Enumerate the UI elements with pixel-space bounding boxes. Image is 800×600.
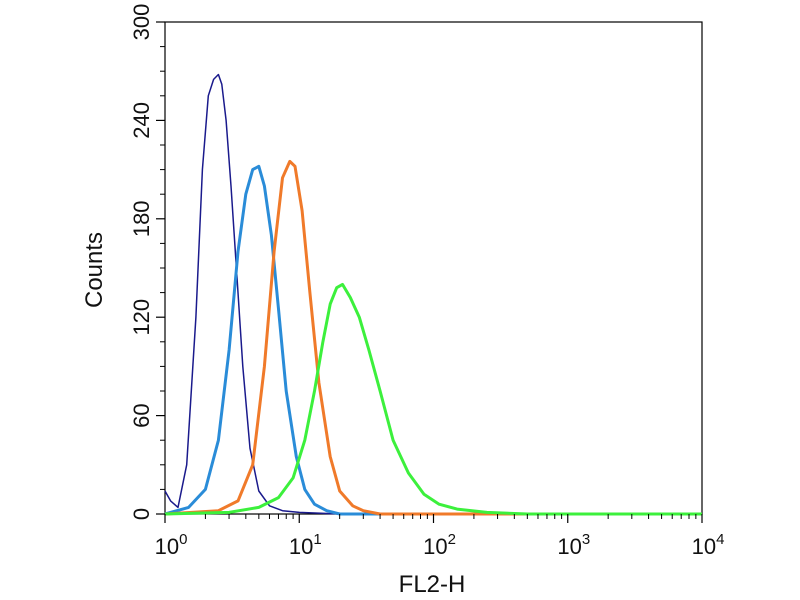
y-tick-label: 120 — [129, 299, 154, 336]
x-axis-title: FL2-H — [399, 571, 466, 598]
plot-frame — [164, 21, 703, 515]
series-line-3 — [164, 159, 702, 516]
y-axis: 0 60 120 180 240 300 — [129, 4, 165, 520]
series-line-4 — [164, 282, 702, 516]
x-axis: 100 101 102 103 104 — [155, 514, 725, 559]
y-tick-label: 240 — [129, 102, 154, 139]
y-tick-label: 0 — [129, 508, 154, 520]
y-tick-label: 60 — [129, 403, 154, 427]
x-tick-label: 104 — [692, 531, 725, 559]
x-tick-label: 100 — [155, 531, 188, 559]
y-tick-label: 180 — [129, 200, 154, 237]
y-tick-label: 300 — [129, 4, 154, 41]
series-line-1 — [164, 73, 702, 515]
series-line-2 — [164, 164, 702, 516]
x-tick-label: 103 — [557, 531, 590, 559]
series-layer — [164, 73, 702, 516]
y-axis-title: Counts — [81, 232, 108, 308]
x-tick-label: 102 — [423, 531, 456, 559]
x-tick-label: 101 — [289, 531, 322, 559]
